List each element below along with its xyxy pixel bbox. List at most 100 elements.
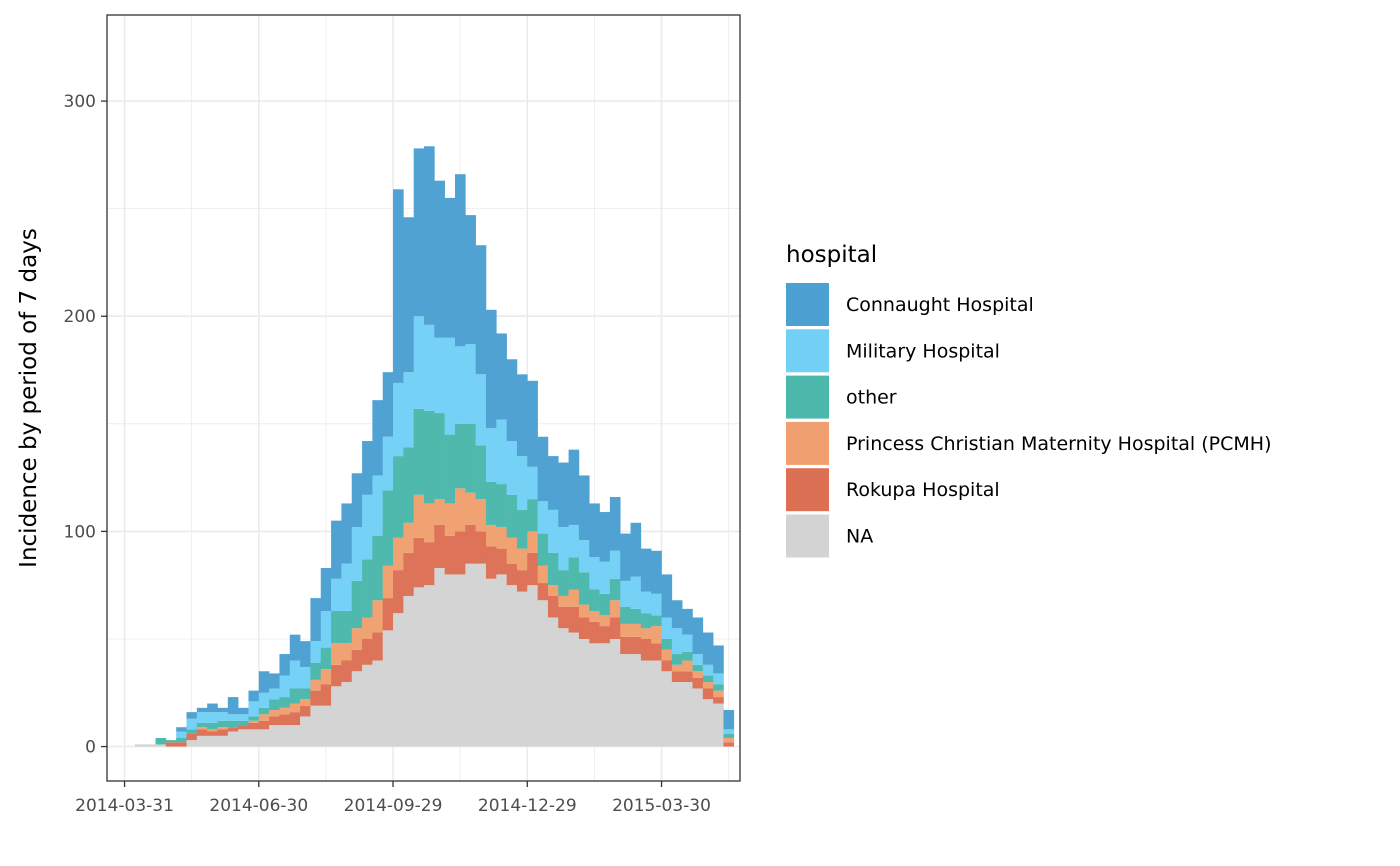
bar-military-hospital: [227, 714, 239, 721]
bar-rokupa-hospital: [475, 531, 487, 564]
bar-princess-christian-maternity-hospital-pcmh: [248, 720, 260, 723]
bar-rokupa-hospital: [238, 725, 249, 730]
bar-na: [393, 613, 404, 747]
bar-connaught-hospital: [372, 400, 384, 476]
bar-other: [723, 733, 735, 738]
bar-na: [362, 664, 373, 747]
bar-other: [176, 737, 187, 743]
bar-military-hospital: [547, 509, 559, 553]
bar-military-hospital: [351, 527, 363, 581]
bar-princess-christian-maternity-hospital-pcmh: [609, 600, 621, 618]
bar-princess-christian-maternity-hospital-pcmh: [454, 488, 466, 532]
bar-princess-christian-maternity-hospital-pcmh: [485, 524, 497, 547]
bar-rokupa-hospital: [196, 729, 208, 736]
y-axis: 0 100 200 300: [64, 92, 107, 758]
bar-military-hospital: [186, 718, 198, 730]
bar-na: [671, 682, 683, 747]
bar-connaught-hospital: [465, 215, 476, 345]
bar-military-hospital: [454, 346, 466, 424]
bar-na: [413, 587, 425, 747]
bar-na: [527, 585, 538, 747]
bar-na: [682, 682, 693, 747]
bar-other: [227, 720, 239, 728]
bar-military-hospital: [310, 641, 322, 663]
bar-connaught-hospital: [506, 359, 518, 442]
bar-princess-christian-maternity-hospital-pcmh: [496, 527, 507, 549]
bar-connaught-hospital: [279, 654, 291, 676]
bar-na: [589, 643, 600, 747]
bar-connaught-hospital: [702, 632, 714, 665]
bar-na: [599, 643, 611, 747]
bar-princess-christian-maternity-hospital-pcmh: [692, 671, 704, 678]
panel-border: [106, 14, 741, 782]
bar-rokupa-hospital: [279, 714, 291, 726]
bar-rokupa-hospital: [165, 742, 177, 747]
bar-rokupa-hospital: [568, 606, 580, 633]
bar-princess-christian-maternity-hospital-pcmh: [403, 522, 414, 553]
bar-rokupa-hospital: [609, 617, 621, 639]
x-tick-label: 2014-06-30: [209, 796, 308, 816]
legend-key: [786, 375, 829, 419]
bar-other: [692, 664, 704, 672]
bar-military-hospital: [599, 561, 611, 594]
legend-label: Military Hospital: [846, 340, 1000, 362]
bar-other: [196, 722, 208, 728]
bar-other: [413, 408, 425, 495]
bar-other: [640, 613, 652, 629]
bar-princess-christian-maternity-hospital-pcmh: [434, 499, 445, 525]
bar-military-hospital: [176, 731, 187, 738]
bar-military-hospital: [496, 419, 507, 485]
legend-key: [786, 329, 829, 373]
bar-other: [331, 611, 342, 644]
bar-na: [238, 729, 249, 747]
bar-na: [217, 735, 229, 747]
bar-other: [238, 720, 249, 726]
bar-princess-christian-maternity-hospital-pcmh: [578, 604, 590, 618]
bar-connaught-hospital: [413, 148, 425, 317]
bar-military-hospital: [362, 494, 373, 560]
bar-princess-christian-maternity-hospital-pcmh: [279, 707, 291, 715]
bar-na: [558, 628, 569, 747]
bar-na: [269, 725, 280, 747]
bar-na: [310, 705, 322, 747]
legend-key: [786, 468, 829, 512]
y-tick-label: 0: [85, 738, 96, 758]
bar-other: [527, 499, 538, 532]
bar-military-hospital: [434, 337, 445, 414]
bar-military-hospital: [289, 660, 301, 689]
bar-connaught-hospital: [351, 473, 363, 528]
bar-princess-christian-maternity-hospital-pcmh: [651, 626, 662, 644]
bar-na: [609, 638, 621, 747]
bar-other: [516, 509, 528, 549]
bar-other: [393, 456, 404, 538]
bar-military-hospital: [671, 628, 683, 655]
bar-na: [372, 660, 384, 747]
bar-military-hospital: [320, 611, 332, 648]
bar-other: [630, 608, 642, 624]
legend-label: NA: [846, 526, 873, 548]
bar-princess-christian-maternity-hospital-pcmh: [393, 537, 404, 571]
bar-other: [155, 737, 167, 745]
bar-other: [279, 697, 291, 708]
bar-other: [403, 447, 414, 523]
bar-na: [506, 585, 518, 747]
bar-military-hospital: [238, 714, 249, 721]
bar-rokupa-hospital: [258, 720, 270, 730]
bar-other: [661, 638, 673, 650]
bar-connaught-hospital: [568, 449, 580, 525]
bar-rokupa-hospital: [331, 664, 342, 687]
bar-other: [537, 533, 549, 566]
bar-military-hospital: [372, 475, 384, 536]
bar-rokupa-hospital: [599, 626, 611, 644]
bar-military-hospital: [506, 441, 518, 495]
bar-na: [289, 725, 301, 747]
bar-princess-christian-maternity-hospital-pcmh: [465, 492, 476, 525]
bar-princess-christian-maternity-hospital-pcmh: [475, 499, 487, 532]
legend-key: [786, 514, 829, 558]
bar-connaught-hospital: [558, 462, 569, 528]
legend: hospital Connaught Hospital Military Hosp…: [786, 242, 1271, 558]
bar-other: [300, 688, 311, 700]
y-tick-label: 200: [64, 307, 96, 327]
legend-label: Princess Christian Maternity Hospital (P…: [846, 433, 1271, 455]
bar-connaught-hospital: [186, 712, 198, 719]
